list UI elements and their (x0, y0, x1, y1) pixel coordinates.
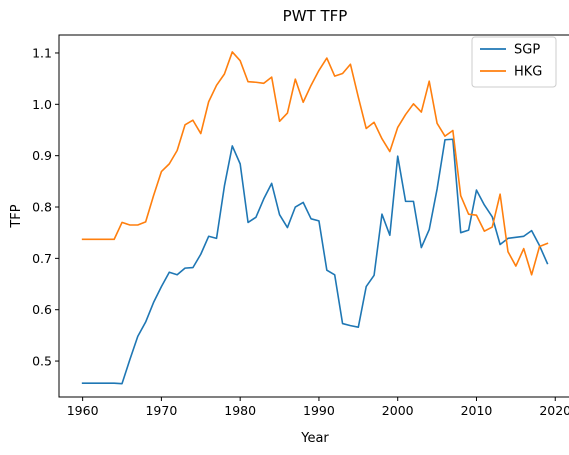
y-axis-ticks: 0.5 0.6 0.7 0.8 0.9 1.0 1.1 (32, 45, 59, 369)
x-tick-label: 2000 (382, 403, 414, 418)
x-axis-ticks: 1960 1970 1980 1990 2000 2010 2020 (67, 397, 569, 418)
y-tick-label: 0.8 (32, 200, 52, 215)
x-tick-label: 2020 (539, 403, 569, 418)
x-tick-label: 1980 (224, 403, 256, 418)
x-tick-label: 1990 (303, 403, 335, 418)
chart-title: PWT TFP (283, 7, 348, 25)
legend: SGP HKG (471, 36, 557, 88)
plot-area: 1960 1970 1980 1990 2000 2010 2020 0.50.60.70.… (32, 34, 569, 418)
series-line-sgp (81, 138, 549, 385)
x-tick-label: 1960 (67, 403, 99, 418)
plot-frame (58, 34, 569, 398)
y-tick-label: 0.7 (32, 251, 52, 266)
y-tick-label: 0.6 (32, 302, 52, 317)
y-tick-label: 0.9 (32, 148, 52, 163)
y-axis-label: TFP (9, 204, 24, 228)
legend-label-hkg: HKG (514, 65, 542, 80)
y-tick-label: 1.1 (32, 45, 52, 60)
x-tick-label: 1970 (145, 403, 177, 418)
x-tick-label: 2010 (461, 403, 493, 418)
x-axis-label: Year (300, 431, 329, 446)
series-layer (81, 51, 549, 385)
series-line-hkg (81, 51, 549, 276)
legend-label-sgp: SGP (514, 43, 540, 58)
y-tick-label: 1.0 (32, 97, 52, 112)
y-tick-label: 0.5 (32, 354, 52, 369)
